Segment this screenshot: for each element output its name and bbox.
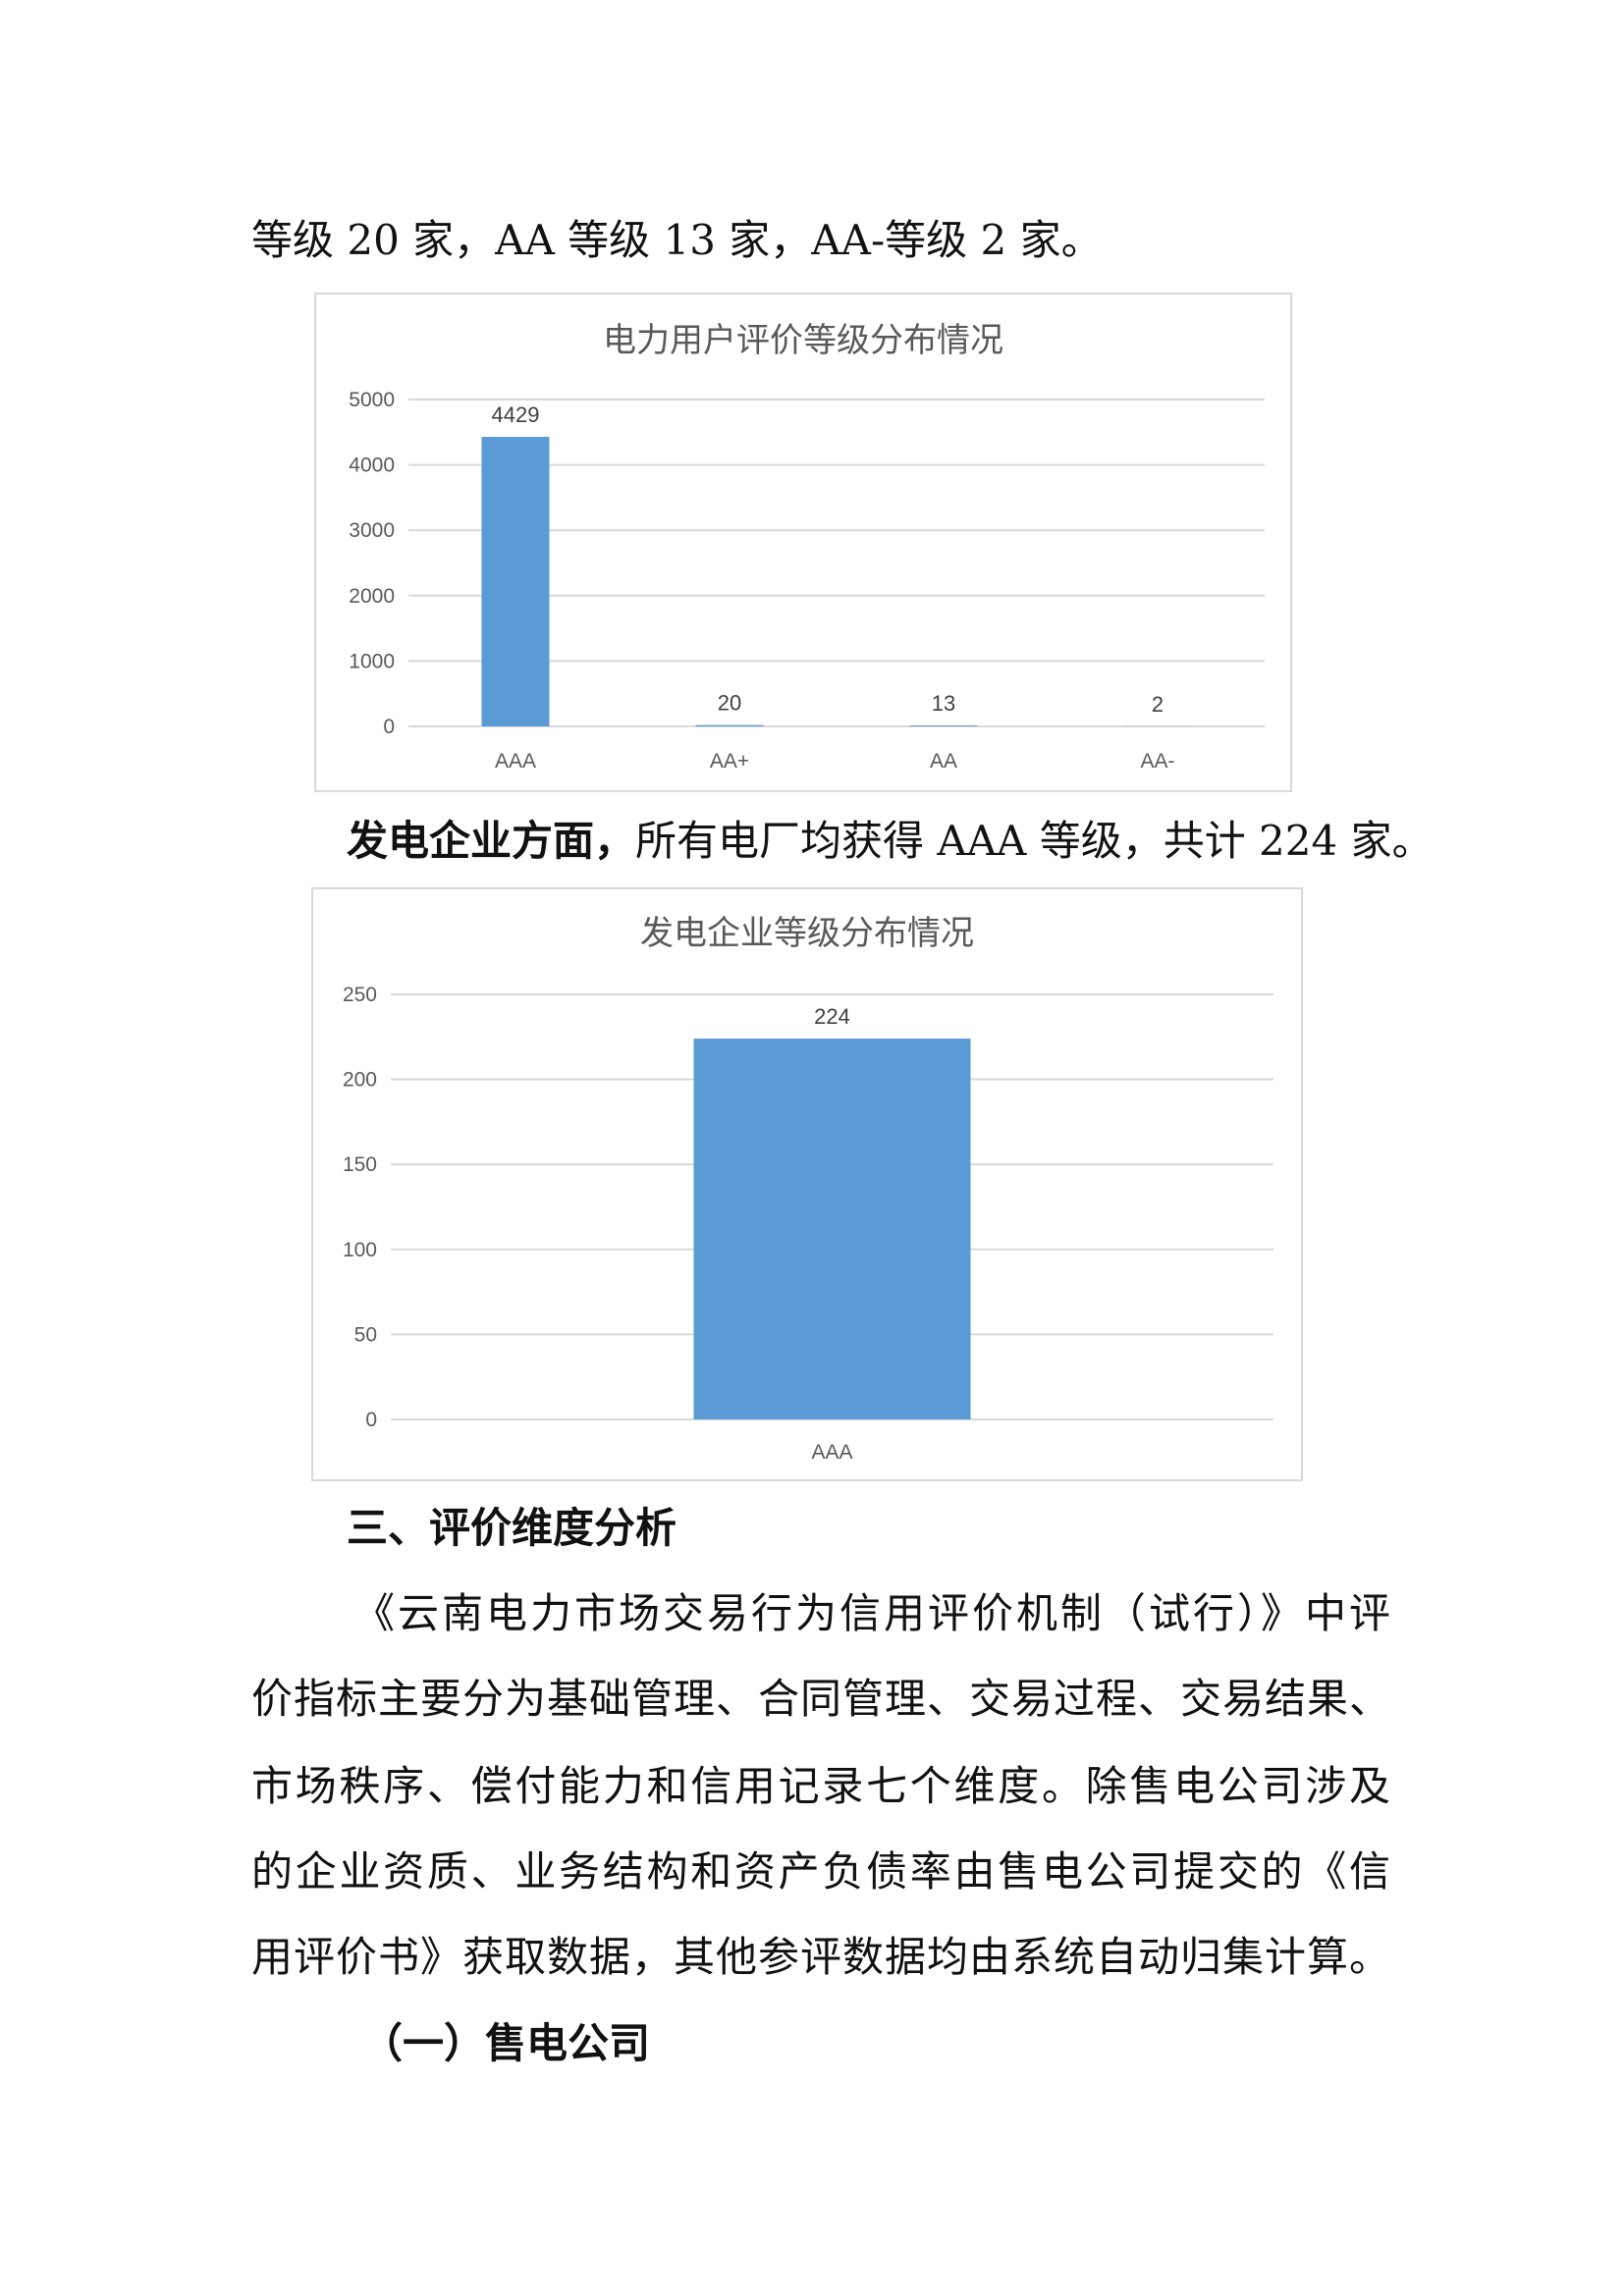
x-category-label: AAA (811, 1441, 852, 1464)
generation-bold-lead: 发电企业方面， (347, 817, 636, 865)
generation-paragraph: 发电企业方面，所有电厂均获得 AAA 等级，共计 224 家。 (347, 812, 1486, 871)
data-label: 224 (814, 1004, 850, 1029)
intro-tail-text: 等级 20 家，AA 等级 13 家，AA-等级 2 家。 (251, 216, 1103, 264)
y-tick-label: 150 (343, 1153, 377, 1176)
chart-title: 发电企业等级分布情况 (640, 914, 974, 953)
bar-AA (909, 725, 978, 726)
bar-AAA (693, 1039, 971, 1419)
data-label: 20 (718, 691, 741, 716)
x-category-label: AA+ (710, 750, 749, 773)
power-user-rating-chart: 电力用户评价等级分布情况 0 1000 2000 3000 4000 5000 4429 AAA… (314, 293, 1292, 792)
y-tick-label: 100 (343, 1239, 377, 1261)
y-tick-label: 200 (343, 1069, 377, 1092)
x-category-label: AA- (1140, 750, 1174, 773)
section-heading: 三、评价维度分析 (347, 1504, 677, 1552)
y-tick-label: 0 (365, 1409, 377, 1431)
x-category-label: AAA (495, 750, 536, 773)
generation-rating-chart: 发电企业等级分布情况 0 50 100 150 200 250 224 AAA (311, 887, 1303, 1481)
subheading: （一）售电公司 (361, 2019, 651, 2067)
body-line-4: 的企业资质、业务结构和资产负债率由售电公司提交的《信 (251, 1847, 1390, 1896)
y-tick-label: 2000 (349, 585, 395, 608)
chart-svg: 电力用户评价等级分布情况0100020003000400050004429AAA… (349, 321, 1265, 773)
body-line-1: 《云南电力市场交易行为信用评价机制（试行）》中评 (353, 1589, 1390, 1637)
y-tick-label: 3000 (349, 519, 395, 542)
body-line-3: 市场秩序、偿付能力和信用记录七个维度。除售电公司涉及 (251, 1762, 1390, 1810)
y-tick-label: 1000 (349, 650, 395, 672)
y-tick-label: 0 (383, 716, 395, 738)
data-label: 4429 (492, 402, 540, 427)
y-tick-label: 50 (354, 1323, 377, 1346)
y-tick-label: 5000 (349, 389, 395, 411)
data-label: 13 (932, 691, 955, 716)
bar-AA+ (695, 724, 764, 726)
y-tick-label: 250 (343, 984, 377, 1006)
y-tick-label: 4000 (349, 454, 395, 477)
bar-AAA (481, 437, 550, 726)
body-line-2: 价指标主要分为基础管理、合同管理、交易过程、交易结果、 (251, 1675, 1390, 1723)
x-category-label: AA (930, 750, 957, 773)
data-label: 2 (1152, 692, 1164, 717)
body-line-5: 用评价书》获取数据，其他参评数据均由系统自动归集计算。 (251, 1933, 1390, 1981)
chart-title: 电力用户评价等级分布情况 (603, 321, 1003, 360)
generation-rest: 所有电厂均获得 AAA 等级，共计 224 家。 (635, 817, 1434, 865)
chart-svg: 发电企业等级分布情况 0 50 100 150 200 250 224 AAA (343, 914, 1273, 1464)
